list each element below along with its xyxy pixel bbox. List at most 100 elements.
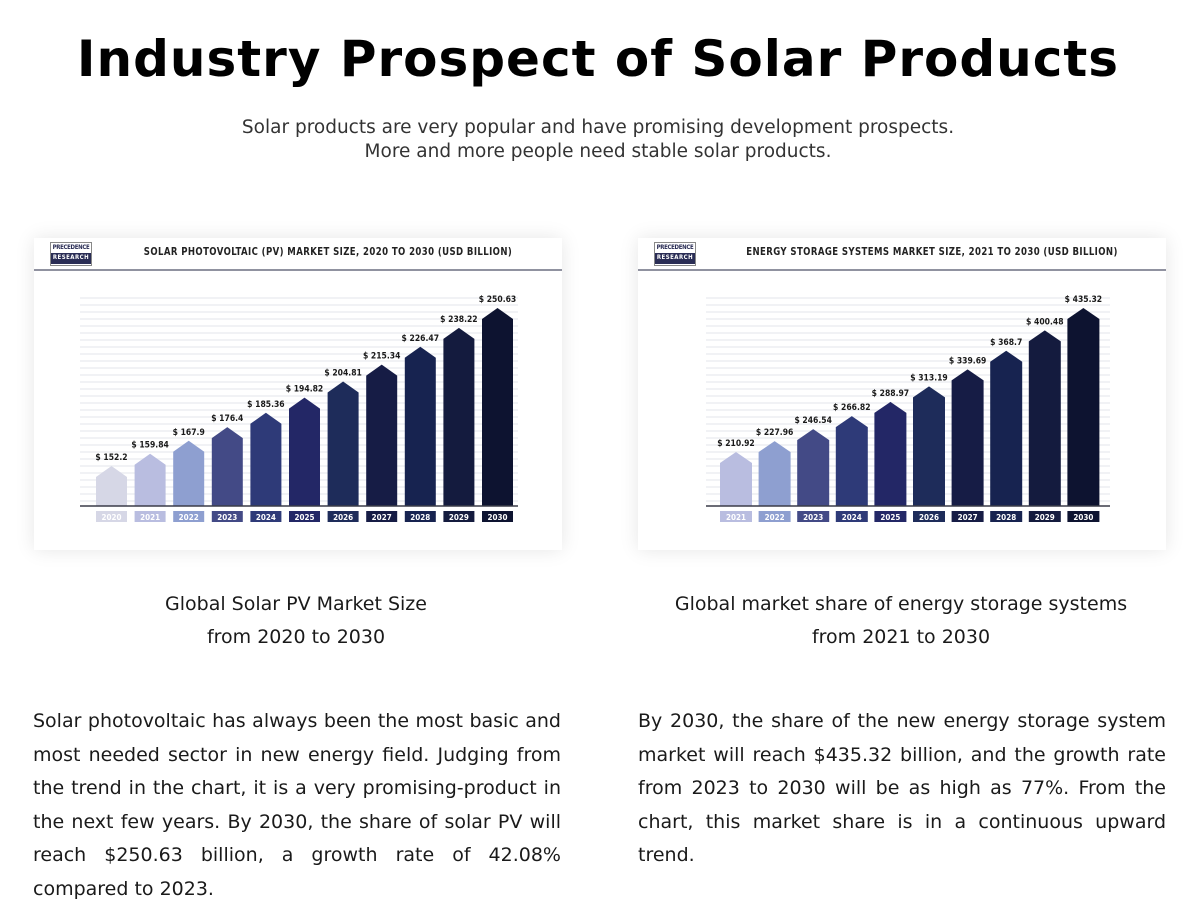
year-tag-2024 bbox=[835, 511, 868, 522]
year-tag-2030 bbox=[1067, 511, 1100, 522]
logo-line-1: PRECEDENCE bbox=[656, 244, 694, 251]
tick-label-2027: 2027 bbox=[372, 513, 392, 522]
caption-line-1: Global market share of energy storage sy… bbox=[674, 593, 1128, 615]
tick-label-2022: 2022 bbox=[765, 513, 785, 522]
caption-line-2: from 2020 to 2030 bbox=[206, 626, 386, 648]
solar-pv-chart-panel: PRECEDENCE RESEARCH SOLAR PHOTOVOLTAIC (… bbox=[34, 238, 562, 550]
energy-storage-caption: Global market share of energy storage sy… bbox=[621, 588, 1181, 654]
energy-storage-bar-chart: $ 210.92 2021 $ 227.96 2022 $ 246.54 2023 $ 26… bbox=[638, 269, 1166, 522]
year-tag-2020 bbox=[96, 511, 127, 522]
data-label-2027: $ 215.34 bbox=[363, 352, 401, 362]
tick-label-2022: 2022 bbox=[179, 513, 199, 522]
solar-pv-bar-chart: $ 152.2 2020 $ 159.84 2021 $ 167.9 2022 $ 176.… bbox=[34, 269, 562, 522]
tick-label-2020: 2020 bbox=[101, 513, 121, 522]
bar-2028 bbox=[404, 346, 436, 506]
bar-2027 bbox=[366, 364, 398, 506]
bar-2028 bbox=[990, 350, 1023, 506]
year-tag-2022 bbox=[173, 511, 205, 522]
data-label-2021: $ 159.84 bbox=[131, 441, 169, 451]
bar-2021 bbox=[720, 452, 752, 506]
data-label-2024: $ 185.36 bbox=[247, 400, 285, 410]
bar-2027 bbox=[951, 369, 984, 506]
tick-label-2023: 2023 bbox=[803, 513, 823, 522]
data-label-2025: $ 194.82 bbox=[286, 385, 324, 395]
year-tag-2029 bbox=[1028, 511, 1061, 522]
energy-storage-description: By 2030, the share of the new energy sto… bbox=[638, 710, 1166, 867]
bar-2026 bbox=[913, 386, 945, 506]
year-tag-2023 bbox=[797, 511, 830, 522]
solar-pv-caption: Global Solar PV Market Size from 2020 to… bbox=[16, 588, 576, 654]
bar-2024 bbox=[835, 416, 868, 506]
precedence-research-logo: PRECEDENCE RESEARCH bbox=[654, 242, 696, 266]
bar-2029 bbox=[1028, 330, 1061, 506]
year-tag-2027 bbox=[366, 511, 398, 522]
data-label-2023: $ 176.4 bbox=[211, 414, 243, 424]
data-label-2021: $ 210.92 bbox=[717, 439, 755, 449]
year-tag-2028 bbox=[404, 511, 436, 522]
tick-label-2021: 2021 bbox=[140, 513, 160, 522]
year-tag-2025 bbox=[874, 511, 907, 522]
year-tag-2023 bbox=[211, 511, 243, 522]
data-label-2025: $ 288.97 bbox=[872, 389, 910, 399]
tick-label-2027: 2027 bbox=[958, 513, 978, 522]
tick-label-2021: 2021 bbox=[726, 513, 746, 522]
year-tag-2027 bbox=[951, 511, 984, 522]
tick-label-2026: 2026 bbox=[333, 513, 353, 522]
bar-2023 bbox=[211, 427, 243, 506]
bar-2025 bbox=[289, 397, 320, 506]
year-tag-2029 bbox=[443, 511, 475, 522]
year-tag-2021 bbox=[134, 511, 166, 522]
data-label-2027: $ 339.69 bbox=[949, 356, 987, 366]
tick-label-2024: 2024 bbox=[256, 513, 276, 522]
tick-label-2029: 2029 bbox=[1035, 513, 1055, 522]
year-tag-2022 bbox=[758, 511, 791, 522]
data-label-2024: $ 266.82 bbox=[833, 403, 871, 413]
tick-label-2030: 2030 bbox=[1073, 513, 1093, 522]
bar-2022 bbox=[173, 440, 205, 506]
logo-line-2: RESEARCH bbox=[51, 253, 91, 264]
tick-label-2026: 2026 bbox=[919, 513, 939, 522]
data-label-2022: $ 227.96 bbox=[756, 428, 794, 438]
year-tag-2021 bbox=[720, 511, 752, 522]
tick-label-2025: 2025 bbox=[294, 513, 314, 522]
tick-label-2030: 2030 bbox=[487, 513, 507, 522]
tick-label-2025: 2025 bbox=[880, 513, 900, 522]
subtitle-line-1: Solar products are very popular and have… bbox=[241, 117, 955, 138]
bar-2030 bbox=[1067, 308, 1100, 506]
caption-line-2: from 2021 to 2030 bbox=[811, 626, 991, 648]
year-tag-2026 bbox=[913, 511, 945, 522]
bar-2022 bbox=[758, 441, 791, 506]
year-tag-2028 bbox=[990, 511, 1023, 522]
subtitle-line-2: More and more people need stable solar p… bbox=[364, 141, 832, 162]
data-label-2028: $ 368.7 bbox=[990, 338, 1022, 348]
logo-line-2: RESEARCH bbox=[655, 253, 695, 264]
energy-storage-chart-panel: PRECEDENCE RESEARCH ENERGY STORAGE SYSTE… bbox=[638, 238, 1166, 550]
precedence-research-logo: PRECEDENCE RESEARCH bbox=[50, 242, 92, 266]
bar-2030 bbox=[482, 308, 513, 506]
data-label-2026: $ 313.19 bbox=[910, 373, 948, 383]
data-label-2030: $ 250.63 bbox=[479, 295, 517, 305]
data-label-2030: $ 435.32 bbox=[1065, 295, 1103, 305]
bar-2029 bbox=[443, 327, 475, 506]
year-tag-2030 bbox=[482, 511, 513, 522]
tick-label-2028: 2028 bbox=[410, 513, 430, 522]
bar-2026 bbox=[327, 381, 359, 506]
bar-2024 bbox=[250, 412, 282, 506]
tick-label-2028: 2028 bbox=[996, 513, 1016, 522]
tick-label-2029: 2029 bbox=[449, 513, 469, 522]
page-subtitle: Solar products are very popular and have… bbox=[0, 116, 1196, 164]
year-tag-2025 bbox=[289, 511, 320, 522]
caption-line-1: Global Solar PV Market Size bbox=[165, 593, 427, 615]
chart-title: SOLAR PHOTOVOLTAIC (PV) MARKET SIZE, 202… bbox=[143, 246, 513, 259]
page-title: Industry Prospect of Solar Products bbox=[76, 30, 1120, 88]
data-label-2026: $ 204.81 bbox=[324, 369, 362, 379]
data-label-2029: $ 400.48 bbox=[1026, 317, 1064, 327]
logo-line-1: PRECEDENCE bbox=[52, 244, 90, 251]
data-label-2023: $ 246.54 bbox=[794, 416, 832, 426]
chart-title: ENERGY STORAGE SYSTEMS MARKET SIZE, 2021… bbox=[746, 246, 1118, 259]
data-label-2029: $ 238.22 bbox=[440, 315, 478, 325]
bar-2023 bbox=[797, 429, 830, 506]
tick-label-2023: 2023 bbox=[217, 513, 237, 522]
bar-2020 bbox=[96, 466, 127, 506]
data-label-2022: $ 167.9 bbox=[173, 428, 205, 438]
